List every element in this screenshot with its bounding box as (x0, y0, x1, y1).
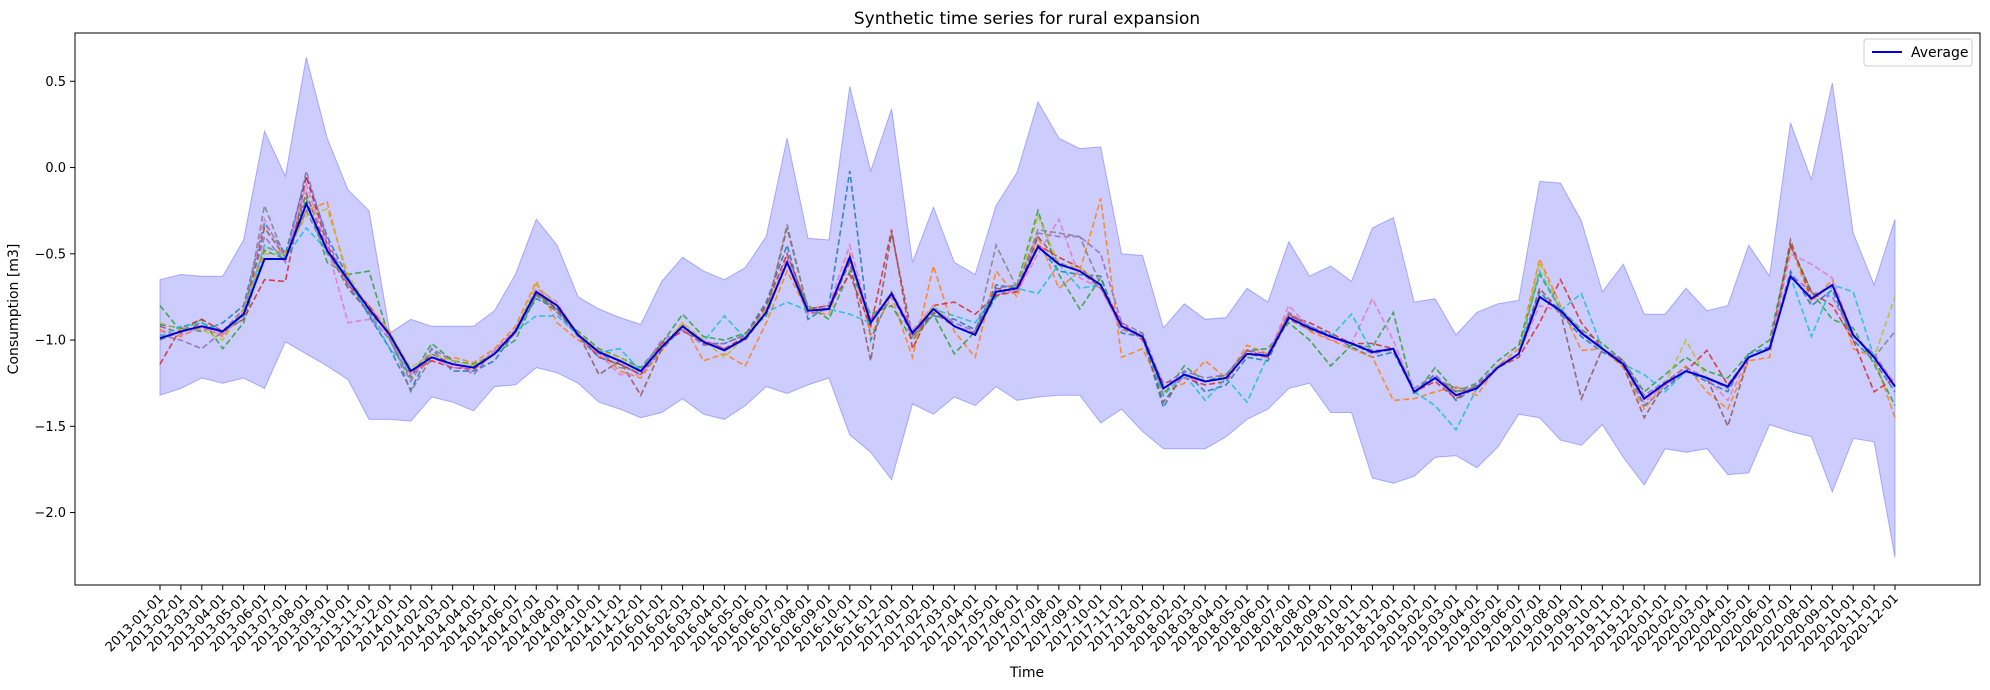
chart-title: Synthetic time series for rural expansio… (854, 9, 1200, 29)
average-line-group (159, 201, 1896, 401)
band-area (159, 57, 1896, 558)
series-line-3 (159, 196, 1896, 406)
x-axis: 2013-01-012013-02-012013-03-012013-04-01… (103, 585, 1902, 655)
y-tick-label: −1.5 (34, 420, 66, 435)
plot-area (74, 32, 1981, 586)
y-axis: 0.5 0.0 −0.5 −1.0 −1.5 −2.0 (34, 75, 75, 521)
y-tick-label: −1.0 (34, 334, 66, 349)
y-tick-label: −0.5 (34, 247, 66, 262)
legend-box (1863, 38, 1973, 67)
legend: Average (1863, 38, 1973, 67)
x-axis-label: Time (1009, 665, 1044, 681)
legend-label-average: Average (1911, 45, 1969, 61)
y-tick-label: 0.5 (45, 75, 66, 90)
plot-frame (74, 32, 1981, 586)
y-tick-label: 0.0 (45, 161, 66, 176)
y-tick-label: −2.0 (34, 506, 66, 521)
y-axis-label: Consumption [m3] (6, 244, 22, 375)
min-max-band (159, 57, 1896, 558)
average-line (159, 201, 1896, 401)
